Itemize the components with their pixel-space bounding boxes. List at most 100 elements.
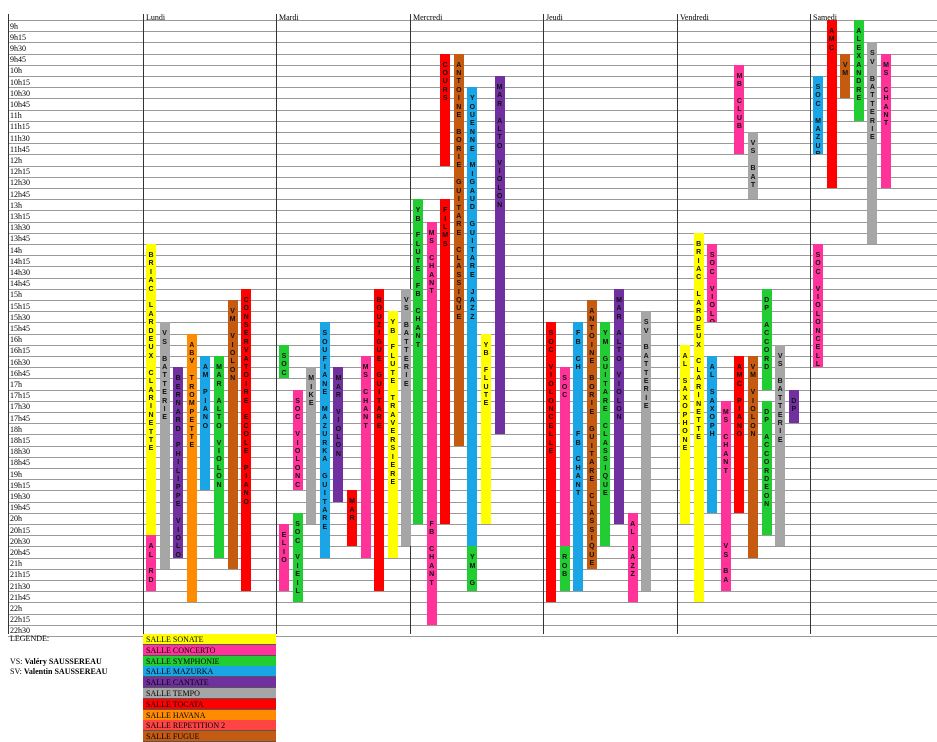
time-label: 14h15: [10, 256, 30, 266]
lesson-letter: O: [376, 305, 382, 313]
lesson-letter: I: [177, 459, 180, 467]
lesson-block[interactable]: SOC MAZURKA: [813, 76, 823, 155]
lesson-letter: P: [682, 411, 688, 419]
lesson-letter: A: [322, 456, 328, 464]
lesson-letter: V: [175, 518, 181, 526]
lesson-letter: A: [709, 397, 715, 405]
lesson-letter: B: [723, 568, 729, 576]
lesson-letter: L: [710, 310, 715, 318]
lesson-letter: M: [815, 117, 821, 125]
lesson-letter: A: [764, 322, 770, 330]
lesson-letter: I: [645, 394, 648, 402]
lesson-letter: L: [148, 378, 154, 386]
lesson-letter: E: [777, 436, 783, 444]
lesson-letter: [146, 361, 156, 369]
lesson-letter: A: [415, 324, 421, 332]
lesson-letter: M: [442, 232, 449, 240]
lesson-letter: L: [390, 352, 395, 360]
lesson-letter: L: [589, 501, 594, 509]
lesson-letter: [173, 510, 183, 518]
lesson-letter: B: [575, 439, 581, 447]
lesson-letter: C: [243, 296, 249, 304]
legend-swatch-tempo: SALLE TEMPO: [143, 688, 276, 699]
lesson-letter: A: [335, 383, 341, 391]
lesson-letter: I: [738, 406, 741, 414]
lesson-letter: Q: [589, 543, 595, 551]
lesson-letter: H: [429, 554, 435, 562]
lesson-letter: O: [243, 431, 249, 439]
time-label: 15h15: [10, 301, 30, 311]
row-line: [8, 42, 937, 44]
lesson-letter: R: [764, 467, 770, 475]
lesson-letter: [293, 423, 303, 431]
lesson-letter: T: [148, 428, 154, 436]
lesson-letter: M: [216, 364, 222, 371]
lesson-letter: T: [429, 579, 434, 587]
lesson-letter: Q: [602, 473, 609, 481]
lesson-letter: I: [471, 238, 474, 246]
lesson-letter: C: [736, 380, 742, 388]
